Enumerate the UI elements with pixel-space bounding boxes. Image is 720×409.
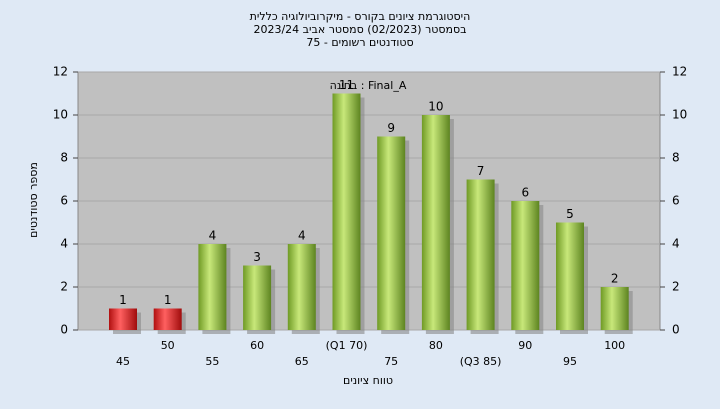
- data-label: 5: [566, 207, 574, 221]
- x-tick-label: 75: [384, 355, 398, 368]
- x-tick-label: 90: [518, 339, 532, 352]
- bar: [377, 136, 406, 330]
- bar: [556, 222, 584, 330]
- data-label: 9: [387, 121, 395, 135]
- chart-subtitle: סטודנטים רשומים - 75: [306, 36, 413, 49]
- y-tick-label: 0: [60, 323, 68, 337]
- y2-tick-label: 10: [672, 108, 687, 122]
- y2-tick-label: 12: [672, 65, 687, 79]
- x-tick-label: (Q3 85): [460, 355, 502, 368]
- x-tick-label: 45: [116, 355, 130, 368]
- y-tick-label: 6: [60, 194, 68, 208]
- y2-tick-label: 2: [672, 280, 680, 294]
- data-label: 1: [119, 293, 127, 307]
- data-label: 4: [209, 229, 217, 243]
- y-tick-label: 10: [53, 108, 68, 122]
- x-tick-label: 55: [205, 355, 219, 368]
- data-label: 7: [477, 164, 485, 178]
- annotation: בחינה : Final_A: [330, 79, 407, 92]
- y2-tick-label: 6: [672, 194, 680, 208]
- data-label: 1: [164, 293, 172, 307]
- data-label: 11: [339, 78, 354, 92]
- bar: [511, 201, 540, 330]
- x-tick-label: 65: [295, 355, 309, 368]
- x-tick-label: 80: [429, 339, 443, 352]
- data-label: 10: [428, 100, 443, 114]
- x-tick-label: 100: [604, 339, 625, 352]
- y-tick-label: 8: [60, 151, 68, 165]
- x-tick-label: (Q1 70): [326, 339, 368, 352]
- bar: [287, 244, 316, 330]
- y2-tick-label: 0: [672, 323, 680, 337]
- bar: [243, 265, 272, 330]
- chart-title: היסטוגרמת ציונים בקורס - מיקרוביולוגיה כ…: [250, 10, 471, 23]
- chart-subtitle: בסמסטר (02/2023) סמסטר אביב 2023/24: [253, 23, 466, 36]
- bar: [109, 308, 137, 330]
- y2-tick-label: 8: [672, 151, 680, 165]
- bar: [421, 115, 450, 330]
- bar: [198, 244, 227, 330]
- bar: [332, 93, 361, 330]
- bar: [600, 287, 629, 330]
- data-label: 4: [298, 229, 306, 243]
- y-axis-label: מספר סטודנטים: [27, 162, 40, 238]
- y-tick-label: 4: [60, 237, 68, 251]
- data-label: 3: [253, 250, 261, 264]
- data-label: 6: [521, 186, 529, 200]
- y-tick-label: 12: [53, 65, 68, 79]
- x-tick-label: 60: [250, 339, 264, 352]
- data-label: 2: [611, 272, 619, 286]
- bar: [466, 179, 495, 330]
- bar: [153, 308, 182, 330]
- x-axis-label: טווח ציונים: [343, 374, 393, 387]
- y2-tick-label: 4: [672, 237, 680, 251]
- y-tick-label: 2: [60, 280, 68, 294]
- x-tick-label: 95: [563, 355, 577, 368]
- x-tick-label: 50: [161, 339, 175, 352]
